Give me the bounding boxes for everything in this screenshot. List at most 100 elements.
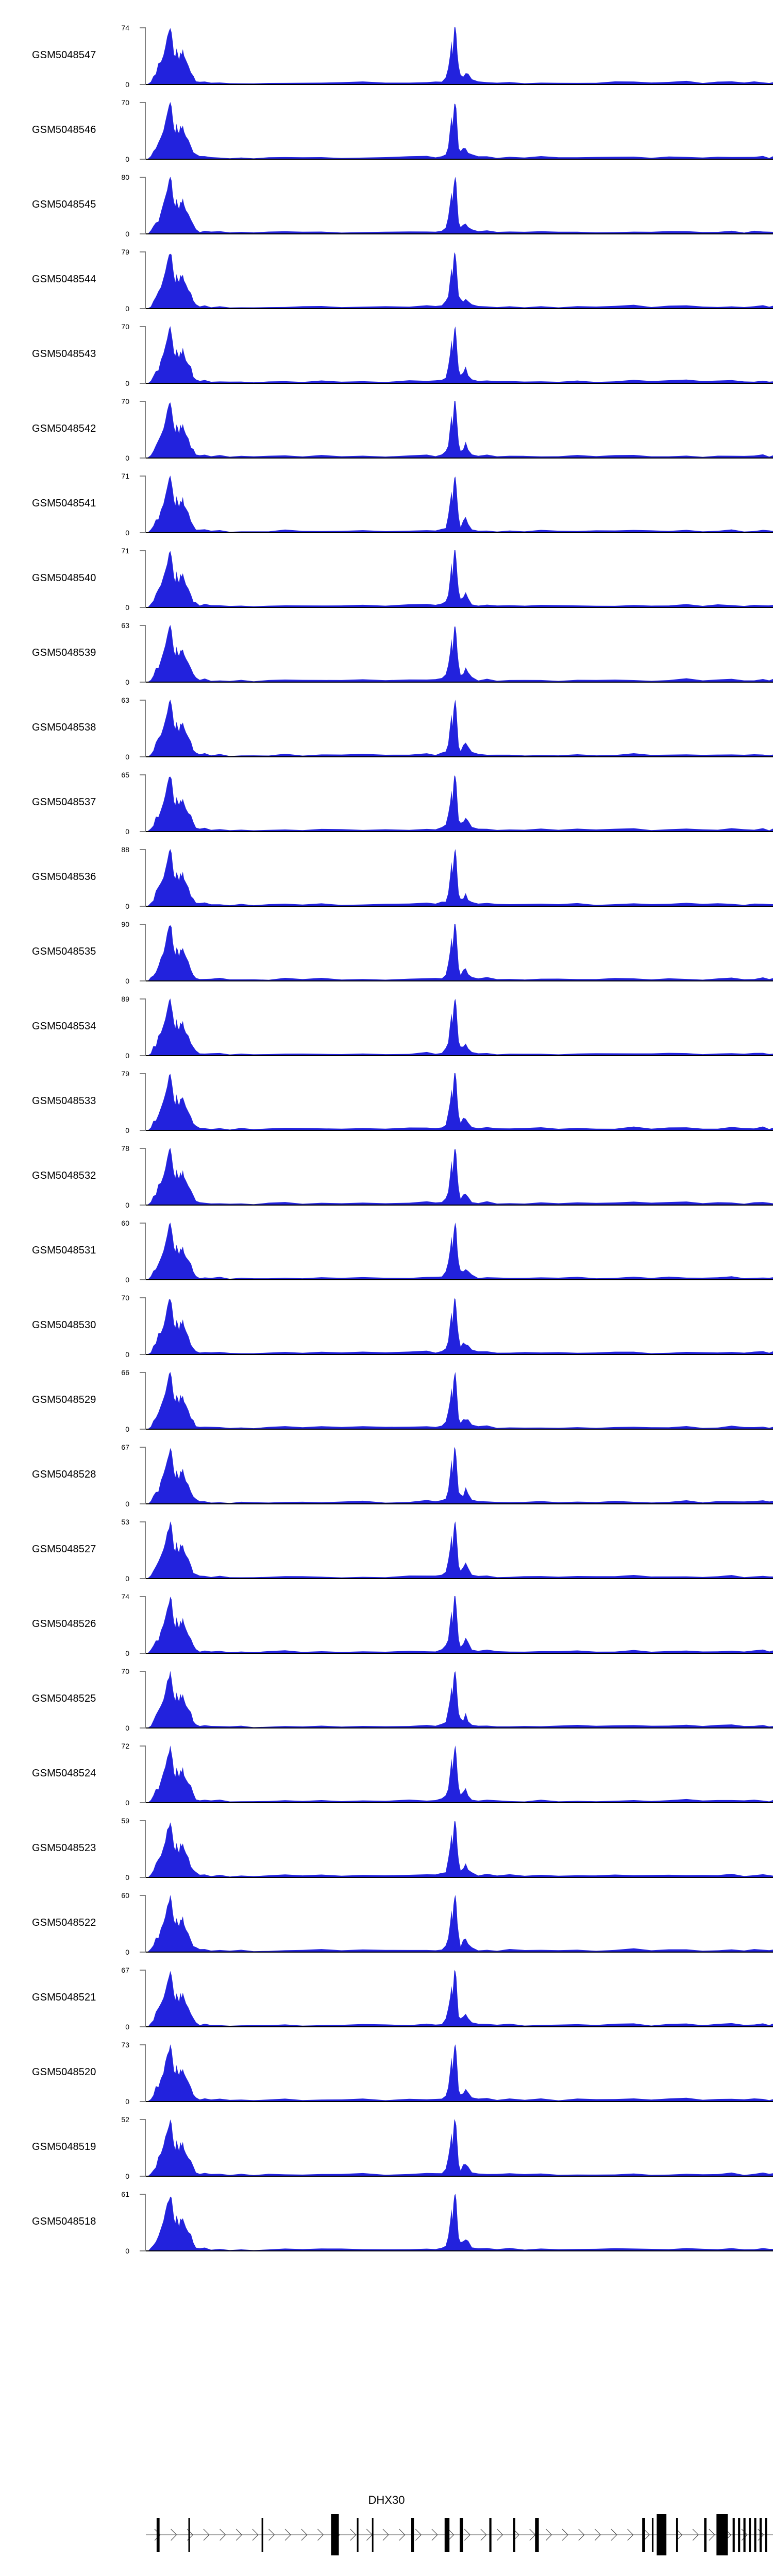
track-plot-area[interactable]: 60 0: [121, 1219, 773, 1283]
signal-track-row[interactable]: GSM5048522 60 0: [0, 1886, 773, 1960]
gene-model-canvas[interactable]: [146, 2509, 773, 2561]
signal-baseline: [146, 308, 773, 309]
track-plot-area[interactable]: 70 0: [121, 1294, 773, 1358]
y-axis-line: [145, 1970, 146, 2027]
track-plot-area[interactable]: 74 0: [121, 24, 773, 88]
track-plot-area[interactable]: 67 0: [121, 1444, 773, 1507]
track-y-axis: 60 0: [121, 1219, 146, 1283]
y-axis-tick-min: [140, 1877, 145, 1878]
track-plot-area[interactable]: 88 0: [121, 846, 773, 910]
signal-track-row[interactable]: GSM5048524 72 0: [0, 1736, 773, 1811]
track-label-gsm5048523: GSM5048523: [32, 1842, 96, 1854]
track-y-axis: 70 0: [121, 1294, 146, 1358]
track-label-gsm5048547: GSM5048547: [32, 49, 96, 61]
signal-track-row[interactable]: GSM5048538 63 0: [0, 690, 773, 765]
signal-track-row[interactable]: GSM5048519 52 0: [0, 2110, 773, 2184]
track-plot-area[interactable]: 70 0: [121, 99, 773, 163]
track-plot-area[interactable]: 67 0: [121, 1967, 773, 2030]
track-plot-area[interactable]: 66 0: [121, 1369, 773, 1433]
signal-track-row[interactable]: GSM5048530 70 0: [0, 1288, 773, 1363]
signal-baseline: [146, 1130, 773, 1131]
signal-track-row[interactable]: GSM5048539 63 0: [0, 616, 773, 690]
track-plot-area[interactable]: 78 0: [121, 1145, 773, 1209]
coverage-signal: [146, 1895, 773, 1953]
signal-track-row[interactable]: GSM5048534 89 0: [0, 989, 773, 1064]
signal-track-row[interactable]: GSM5048544 79 0: [0, 242, 773, 317]
track-plot-area[interactable]: 60 0: [121, 1892, 773, 1956]
track-plot-area[interactable]: 70 0: [121, 323, 773, 387]
track-plot-area[interactable]: 74 0: [121, 1593, 773, 1657]
gene-annotation-track[interactable]: DHX30: [0, 2494, 773, 2566]
y-axis-min-value: 0: [125, 1948, 129, 1956]
signal-track-row[interactable]: GSM5048523 59 0: [0, 1811, 773, 1886]
track-plot-area[interactable]: 71 0: [121, 472, 773, 536]
y-axis-min-value: 0: [125, 1126, 129, 1134]
track-plot-area[interactable]: 53 0: [121, 1518, 773, 1582]
signal-track-row[interactable]: GSM5048528 67 0: [0, 1437, 773, 1512]
signal-track-row[interactable]: GSM5048527 53 0: [0, 1512, 773, 1587]
y-axis-tick-max: [140, 1372, 145, 1373]
signal-track-row[interactable]: GSM5048543 70 0: [0, 317, 773, 392]
track-plot-area[interactable]: 79 0: [121, 1070, 773, 1134]
track-plot-area[interactable]: 61 0: [121, 2191, 773, 2255]
signal-track-row[interactable]: GSM5048518 61 0: [0, 2184, 773, 2259]
track-plot-area[interactable]: 65 0: [121, 771, 773, 835]
track-label-gsm5048525: GSM5048525: [32, 1693, 96, 1704]
signal-track-row[interactable]: GSM5048525 70 0: [0, 1662, 773, 1736]
track-label-gsm5048535: GSM5048535: [32, 946, 96, 957]
track-plot-area[interactable]: 59 0: [121, 1817, 773, 1881]
y-axis-max-value: 90: [121, 920, 129, 928]
track-plot-area[interactable]: 80 0: [121, 174, 773, 238]
signal-track-row[interactable]: GSM5048542 70 0: [0, 392, 773, 466]
coverage-signal: [146, 102, 773, 160]
y-axis-min-value: 0: [125, 1201, 129, 1209]
signal-track-row[interactable]: GSM5048531 60 0: [0, 1213, 773, 1288]
signal-track-row[interactable]: GSM5048536 88 0: [0, 840, 773, 914]
y-axis-max-value: 60: [121, 1891, 129, 1900]
signal-track-row[interactable]: GSM5048520 73 0: [0, 2035, 773, 2110]
y-axis-tick-max: [140, 774, 145, 775]
track-y-axis: 72 0: [121, 1742, 146, 1806]
y-axis-max-value: 89: [121, 995, 129, 1003]
track-label-gsm5048543: GSM5048543: [32, 348, 96, 360]
track-label-gsm5048530: GSM5048530: [32, 1319, 96, 1331]
coverage-signal: [146, 1073, 773, 1131]
y-axis-line: [145, 849, 146, 907]
track-plot-area[interactable]: 70 0: [121, 1668, 773, 1732]
y-axis-tick-max: [140, 1223, 145, 1224]
track-plot-area[interactable]: 73 0: [121, 2041, 773, 2105]
track-plot-area[interactable]: 79 0: [121, 248, 773, 312]
track-plot-area[interactable]: 72 0: [121, 1742, 773, 1806]
track-plot-area[interactable]: 52 0: [121, 2116, 773, 2180]
signal-track-row[interactable]: GSM5048529 66 0: [0, 1363, 773, 1437]
signal-baseline: [146, 1802, 773, 1803]
y-axis-max-value: 60: [121, 1219, 129, 1227]
signal-track-row[interactable]: GSM5048545 80 0: [0, 167, 773, 242]
signal-track-row[interactable]: GSM5048547 74 0: [0, 18, 773, 93]
signal-track-row[interactable]: GSM5048537 65 0: [0, 765, 773, 840]
track-plot-area[interactable]: 90 0: [121, 921, 773, 985]
signal-track-row[interactable]: GSM5048532 78 0: [0, 1139, 773, 1213]
signal-baseline: [146, 84, 773, 85]
signal-track-row[interactable]: GSM5048526 74 0: [0, 1587, 773, 1662]
y-axis-max-value: 63: [121, 621, 129, 630]
track-plot-area[interactable]: 63 0: [121, 697, 773, 760]
y-axis-tick-max: [140, 27, 145, 28]
gene-name-label: DHX30: [368, 2494, 405, 2506]
signal-track-row[interactable]: GSM5048541 71 0: [0, 466, 773, 541]
signal-track-row[interactable]: GSM5048533 79 0: [0, 1064, 773, 1139]
track-plot-area[interactable]: 71 0: [121, 547, 773, 611]
signal-track-row[interactable]: GSM5048546 70 0: [0, 93, 773, 167]
y-axis-line: [145, 1372, 146, 1430]
y-axis-tick-min: [140, 1952, 145, 1953]
track-plot-area[interactable]: 89 0: [121, 995, 773, 1059]
y-axis-min-value: 0: [125, 1649, 129, 1657]
signal-baseline: [146, 1653, 773, 1654]
y-axis-max-value: 73: [121, 2041, 129, 2049]
y-axis-min-value: 0: [125, 1425, 129, 1433]
signal-track-row[interactable]: GSM5048540 71 0: [0, 541, 773, 616]
track-plot-area[interactable]: 70 0: [121, 398, 773, 462]
signal-track-row[interactable]: GSM5048535 90 0: [0, 914, 773, 989]
track-plot-area[interactable]: 63 0: [121, 622, 773, 686]
signal-track-row[interactable]: GSM5048521 67 0: [0, 1960, 773, 2035]
